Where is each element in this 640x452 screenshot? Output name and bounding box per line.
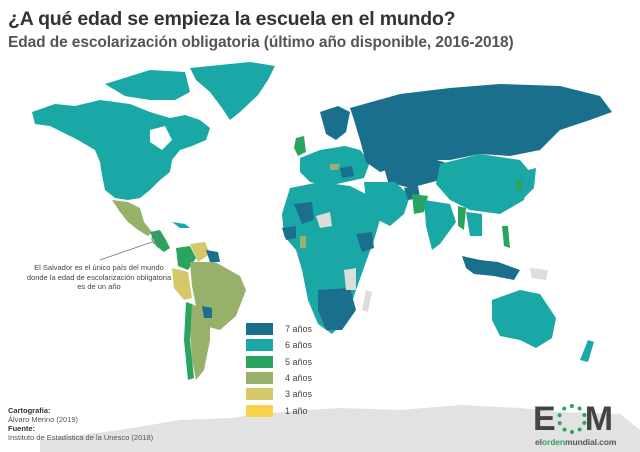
legend-label: 5 años bbox=[285, 356, 313, 367]
region-china bbox=[436, 154, 530, 214]
region-peru bbox=[172, 268, 192, 300]
region-mali bbox=[294, 202, 314, 224]
legend-swatch bbox=[246, 388, 273, 401]
region-png bbox=[530, 268, 548, 280]
logo-url-part: orden bbox=[541, 437, 566, 447]
region-eastern-europe-1 bbox=[340, 166, 354, 178]
region-west-africa-7 bbox=[282, 226, 296, 240]
logo-letter-e: E bbox=[533, 400, 556, 438]
credits: Cartografía: Álvaro Merino (2019) Fuente… bbox=[8, 406, 153, 442]
region-uk bbox=[294, 136, 306, 156]
region-chile bbox=[184, 302, 194, 380]
legend-item-1: 1 año bbox=[246, 402, 312, 418]
chart-title: ¿A qué edad se empieza la escuela en el … bbox=[8, 8, 456, 30]
region-ghana bbox=[300, 236, 306, 248]
globe-dots-icon bbox=[557, 404, 587, 434]
region-indochina bbox=[466, 212, 482, 236]
legend-item-5: 5 años bbox=[246, 354, 312, 370]
region-central-asia bbox=[382, 158, 450, 188]
legend-swatch bbox=[246, 404, 273, 417]
legend-label: 1 año bbox=[285, 405, 308, 416]
region-north-america bbox=[32, 100, 210, 200]
cartography-label: Cartografía: bbox=[8, 406, 51, 415]
region-mexico bbox=[112, 200, 152, 236]
source-label: Fuente: bbox=[8, 424, 36, 433]
region-nodata-africa-1 bbox=[316, 212, 332, 228]
legend-item-3: 3 años bbox=[246, 386, 312, 402]
region-balkans bbox=[330, 164, 340, 170]
el-salvador-highlight bbox=[151, 233, 163, 245]
legend-item-6: 6 años bbox=[246, 337, 312, 353]
legend-swatch bbox=[246, 372, 273, 385]
region-pakistan bbox=[412, 194, 428, 214]
region-greenland bbox=[190, 62, 275, 120]
region-new-zealand bbox=[580, 340, 594, 362]
region-indonesia bbox=[462, 256, 520, 280]
legend-item-7: 7 años bbox=[246, 321, 312, 337]
region-india bbox=[424, 200, 456, 250]
region-guianas bbox=[206, 250, 220, 262]
region-korea bbox=[516, 180, 522, 192]
region-ethiopia bbox=[356, 232, 374, 252]
legend-swatch bbox=[246, 339, 273, 352]
annotation-leader-line bbox=[99, 241, 153, 261]
region-myanmar bbox=[458, 206, 466, 230]
logo-url: elordenmundial.com bbox=[535, 437, 616, 447]
logo-letter-m: M bbox=[584, 400, 613, 438]
region-australia bbox=[492, 290, 556, 348]
region-russia bbox=[350, 84, 612, 172]
chart-subtitle: Edad de escolarización obligatoria (últi… bbox=[8, 34, 514, 51]
source-value: Instituto de Estadística de la Unesco (2… bbox=[8, 433, 154, 442]
legend: 7 años 6 años 5 años 4 años 3 años 1 año bbox=[246, 321, 312, 419]
legend-label: 6 años bbox=[285, 340, 313, 351]
logo-url-part: mundial.com bbox=[565, 437, 617, 447]
cartography-value: Álvaro Merino (2019) bbox=[8, 415, 79, 424]
legend-label: 4 años bbox=[285, 373, 313, 384]
el-salvador-annotation: El Salvador es el único país del mundo d… bbox=[26, 263, 172, 291]
legend-item-4: 4 años bbox=[246, 370, 312, 386]
region-scandinavia bbox=[320, 106, 350, 140]
region-nodata-africa-2 bbox=[344, 268, 356, 290]
region-venezuela bbox=[190, 242, 210, 262]
region-southern-africa bbox=[318, 288, 356, 330]
region-philippines bbox=[502, 226, 510, 248]
region-argentina bbox=[190, 304, 210, 380]
region-canada-islands bbox=[105, 70, 190, 100]
legend-label: 3 años bbox=[285, 389, 313, 400]
region-japan bbox=[522, 168, 536, 198]
logo-url-part: el bbox=[535, 437, 542, 447]
legend-swatch bbox=[246, 323, 273, 336]
region-central-america bbox=[150, 230, 170, 252]
region-antarctica bbox=[40, 405, 640, 452]
region-madagascar bbox=[362, 290, 372, 312]
legend-label: 7 años bbox=[285, 324, 313, 335]
region-paraguay bbox=[202, 306, 212, 318]
legend-swatch bbox=[246, 355, 273, 368]
